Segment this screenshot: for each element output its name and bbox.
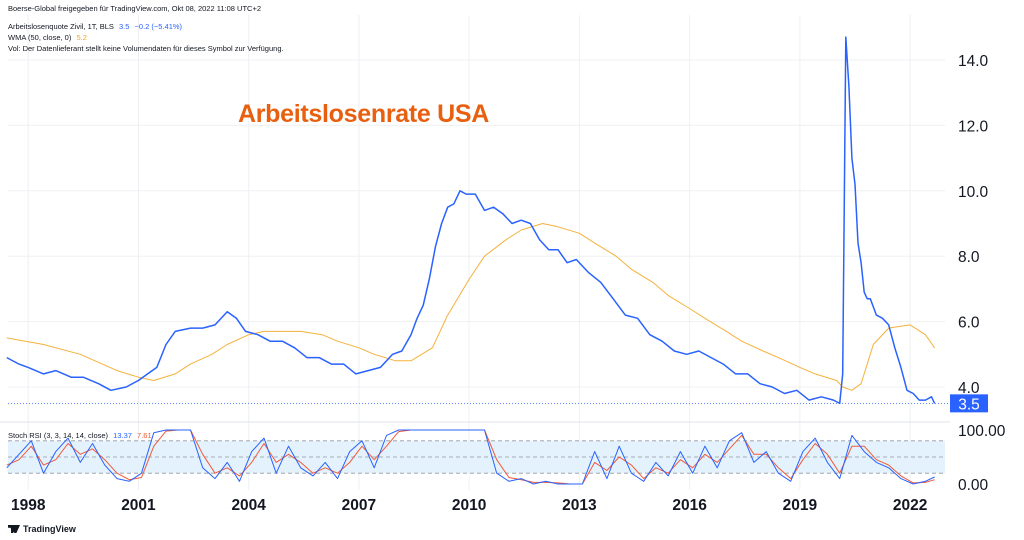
wma-legend[interactable]: WMA (50, close, 0) 5.2 — [8, 33, 87, 42]
rsi-k-value: 13.37 — [113, 431, 132, 440]
wma-line — [6, 223, 936, 391]
rsi-d-value: 7.61 — [137, 431, 152, 440]
axes: 4.0 6.0 8.0 10.0 12.0 14.0 3.5 100.00 0.00 1998 20… — [8, 53, 1006, 514]
rsi-legend[interactable]: Stoch RSI (3, 3, 14, 14, close) 13.37 7.… — [8, 431, 152, 440]
volume-notice: Vol: Der Datenlieferant stellt keine Vol… — [8, 44, 284, 53]
symbol-legend[interactable]: Arbeitslosenquote Zivil, 1T, BLS 3.5 −0.… — [8, 22, 182, 31]
x-tick-label: 2022 — [893, 497, 927, 514]
last-value-label: 3.5 — [958, 396, 980, 413]
x-tick-label: 2016 — [672, 497, 707, 514]
x-tick-label: 2013 — [562, 497, 597, 514]
share-caption: Boerse-Global freigegeben für TradingVie… — [8, 4, 261, 13]
tradingview-logo[interactable]: TradingView — [8, 524, 76, 534]
last-value-badge — [950, 394, 988, 413]
x-tick-label: 2010 — [452, 497, 486, 514]
rsi-band — [8, 440, 945, 474]
x-tick-label: 1998 — [11, 497, 46, 514]
tradingview-icon — [8, 525, 20, 533]
symbol-change: −0.2 (−5.41%) — [134, 22, 183, 31]
unemployment-line — [6, 36, 936, 405]
y-tick-label: 4.0 — [958, 380, 980, 397]
series-points — [6, 37, 935, 485]
wma-name: WMA (50, close, 0) — [8, 33, 72, 42]
x-tick-label: 2004 — [231, 497, 266, 514]
y-tick-label: 12.0 — [958, 118, 989, 135]
x-tick-label: 2019 — [783, 497, 818, 514]
y-tick-label: 14.0 — [958, 53, 989, 70]
y-tick-label: 6.0 — [958, 315, 980, 332]
grid-lines — [0, 15, 950, 490]
wma-value: 5.2 — [76, 33, 87, 42]
x-tick-label: 2007 — [342, 497, 376, 514]
tradingview-brand: TradingView — [23, 524, 76, 534]
y-tick-label: 10.0 — [958, 184, 989, 201]
rsi-y-tick-label: 0.00 — [958, 477, 989, 494]
rsi-name: Stoch RSI (3, 3, 14, 14, close) — [8, 431, 109, 440]
symbol-name: Arbeitslosenquote Zivil, 1T, BLS — [8, 22, 114, 31]
chart-title: Arbeitslosenrate USA — [238, 100, 490, 128]
symbol-value: 3.5 — [118, 22, 130, 31]
y-tick-label: 8.0 — [958, 249, 980, 266]
rsi-y-tick-label: 100.00 — [958, 423, 1006, 440]
x-tick-label: 2001 — [121, 497, 156, 514]
